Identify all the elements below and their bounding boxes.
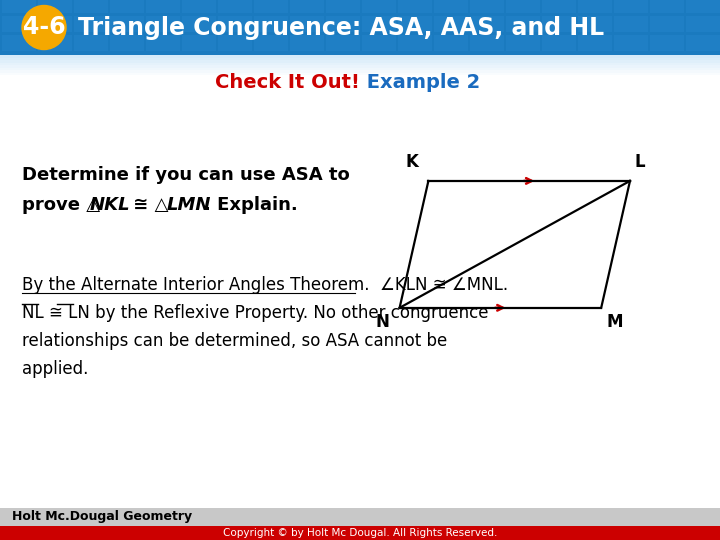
- Bar: [146, 35, 180, 51]
- Bar: [326, 35, 360, 51]
- Bar: [470, 0, 504, 13]
- Bar: [326, 16, 360, 32]
- Bar: [542, 16, 576, 32]
- Bar: [290, 0, 324, 13]
- Bar: [650, 16, 684, 32]
- Bar: [110, 35, 144, 51]
- Bar: [614, 16, 648, 32]
- Text: applied.: applied.: [22, 360, 89, 378]
- Text: Holt Mc.Dougal Geometry: Holt Mc.Dougal Geometry: [12, 510, 192, 523]
- Bar: [0, 65, 720, 68]
- Text: L: L: [635, 153, 646, 171]
- Bar: [614, 0, 648, 13]
- Bar: [38, 0, 72, 13]
- Bar: [470, 16, 504, 32]
- Text: Copyright © by Holt Mc Dougal. All Rights Reserved.: Copyright © by Holt Mc Dougal. All Right…: [222, 528, 498, 538]
- Text: Example 2: Example 2: [360, 73, 480, 92]
- Bar: [686, 0, 720, 13]
- Text: Determine if you can use ASA to: Determine if you can use ASA to: [22, 166, 350, 184]
- Bar: [110, 16, 144, 32]
- Text: relationships can be determined, so ASA cannot be: relationships can be determined, so ASA …: [22, 332, 447, 350]
- Bar: [578, 0, 612, 13]
- Text: LMN: LMN: [167, 196, 212, 214]
- Bar: [506, 16, 540, 32]
- Bar: [74, 35, 108, 51]
- Bar: [290, 16, 324, 32]
- Bar: [0, 70, 720, 72]
- Bar: [38, 16, 72, 32]
- Bar: [0, 68, 720, 70]
- Bar: [398, 0, 432, 13]
- Bar: [542, 0, 576, 13]
- Bar: [650, 0, 684, 13]
- Bar: [0, 57, 720, 60]
- Bar: [398, 16, 432, 32]
- Bar: [362, 0, 396, 13]
- Text: M: M: [606, 313, 623, 331]
- Bar: [542, 35, 576, 51]
- Text: Triangle Congruence: ASA, AAS, and HL: Triangle Congruence: ASA, AAS, and HL: [78, 16, 604, 39]
- Bar: [362, 16, 396, 32]
- Text: prove △: prove △: [22, 196, 100, 214]
- Text: N: N: [376, 313, 390, 331]
- Bar: [218, 16, 252, 32]
- Bar: [254, 0, 288, 13]
- Bar: [74, 0, 108, 13]
- Bar: [578, 35, 612, 51]
- Bar: [290, 35, 324, 51]
- Bar: [434, 35, 468, 51]
- Bar: [434, 16, 468, 32]
- Bar: [614, 35, 648, 51]
- Bar: [254, 35, 288, 51]
- Text: NKL: NKL: [90, 196, 130, 214]
- Bar: [470, 35, 504, 51]
- Text: Check It Out!: Check It Out!: [215, 73, 360, 92]
- Bar: [362, 35, 396, 51]
- Bar: [0, 0, 720, 55]
- Bar: [326, 0, 360, 13]
- Bar: [0, 526, 720, 540]
- Circle shape: [22, 5, 66, 50]
- Bar: [146, 16, 180, 32]
- Bar: [182, 35, 216, 51]
- Bar: [218, 0, 252, 13]
- Text: ≅ △: ≅ △: [127, 196, 168, 214]
- Bar: [0, 63, 720, 65]
- Bar: [0, 72, 720, 75]
- Bar: [506, 0, 540, 13]
- Text: K: K: [405, 153, 418, 171]
- Bar: [506, 35, 540, 51]
- Text: NL ≅ LN by the Reflexive Property. No other congruence: NL ≅ LN by the Reflexive Property. No ot…: [22, 304, 488, 322]
- Bar: [146, 0, 180, 13]
- Bar: [2, 16, 36, 32]
- Bar: [74, 16, 108, 32]
- Bar: [686, 16, 720, 32]
- Bar: [110, 0, 144, 13]
- Bar: [434, 0, 468, 13]
- Text: . Explain.: . Explain.: [204, 196, 298, 214]
- Text: By the Alternate Interior Angles Theorem.  ∠KLN ≅ ∠MNL.: By the Alternate Interior Angles Theorem…: [22, 276, 508, 294]
- Bar: [38, 35, 72, 51]
- Bar: [650, 35, 684, 51]
- Bar: [254, 16, 288, 32]
- Bar: [182, 0, 216, 13]
- Text: 4-6: 4-6: [23, 16, 66, 39]
- Bar: [0, 55, 720, 57]
- Bar: [398, 35, 432, 51]
- Bar: [2, 35, 36, 51]
- Bar: [578, 16, 612, 32]
- Bar: [2, 0, 36, 13]
- Bar: [0, 60, 720, 63]
- Bar: [0, 508, 720, 540]
- Bar: [218, 35, 252, 51]
- Bar: [182, 16, 216, 32]
- Bar: [686, 35, 720, 51]
